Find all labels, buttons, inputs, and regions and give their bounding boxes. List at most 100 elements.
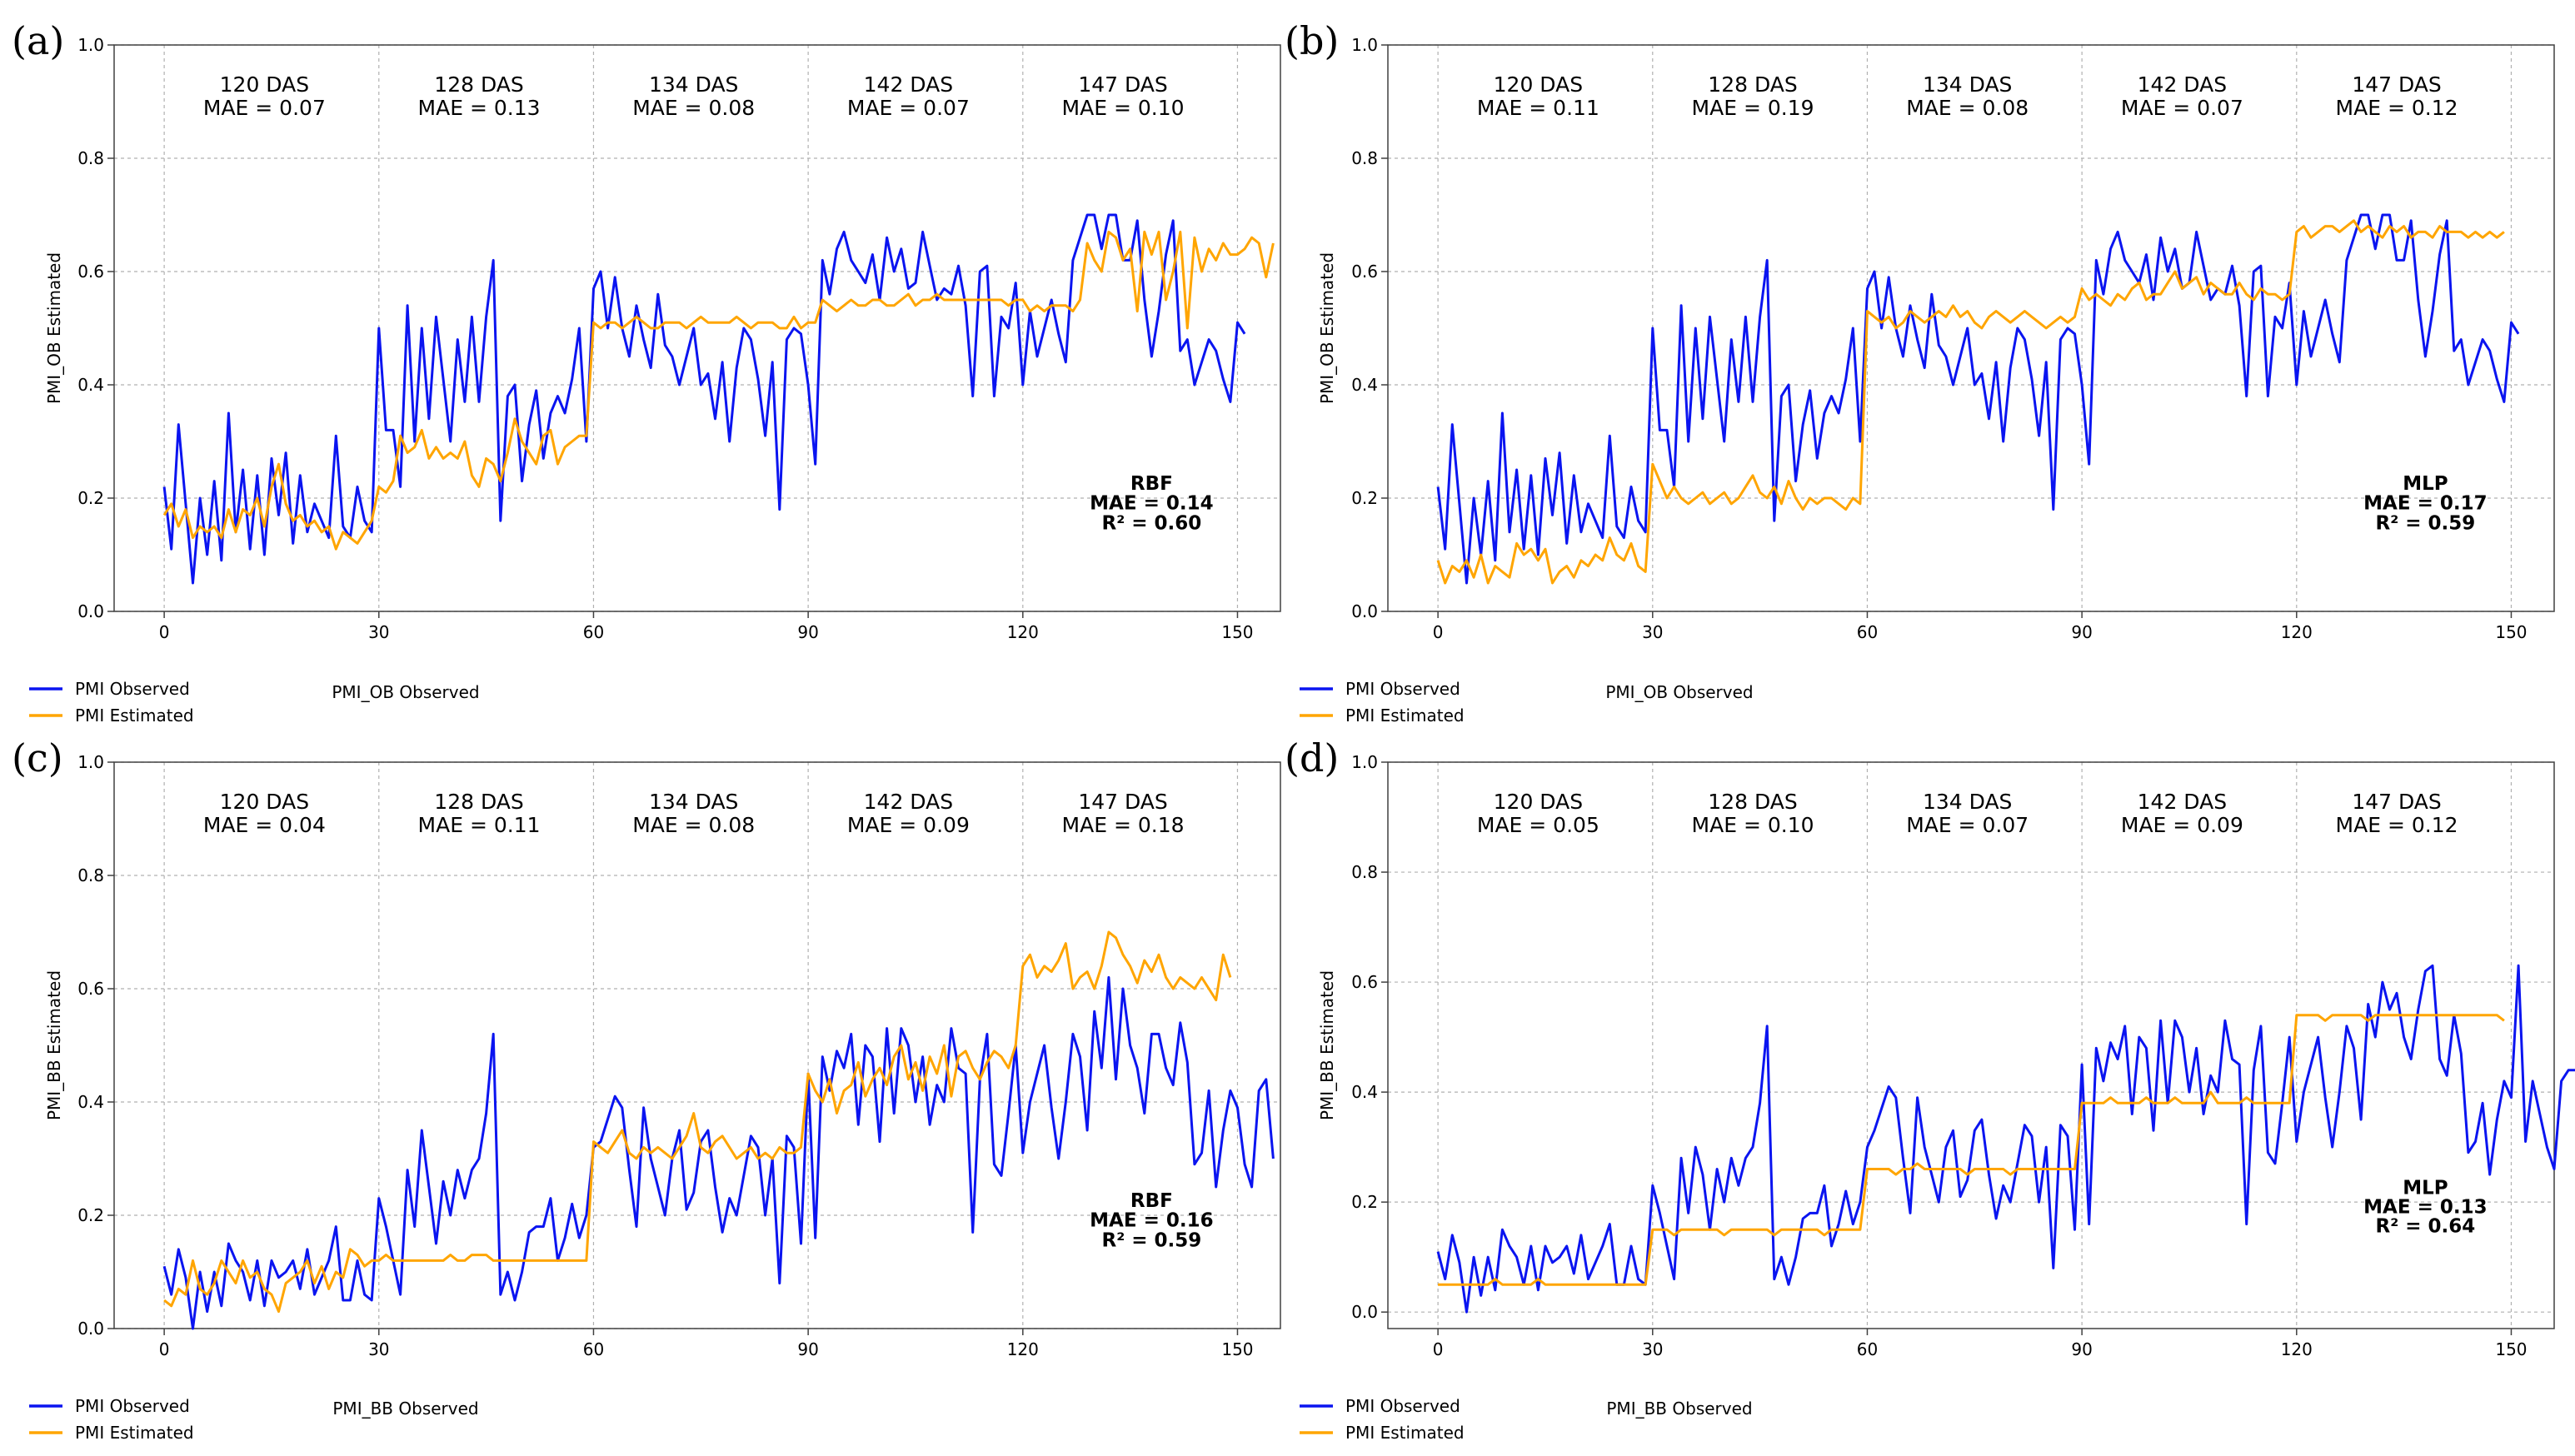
segment-das-label: 147 DAS bbox=[2352, 72, 2441, 97]
x-tick-label: 120 bbox=[1007, 622, 1039, 642]
segment-mae-label: MAE = 0.10 bbox=[1692, 813, 1814, 837]
x-tick-label: 30 bbox=[1642, 1339, 1663, 1359]
legend-label-estimated: PMI Estimated bbox=[75, 1423, 194, 1443]
plot-frame bbox=[1387, 44, 2555, 612]
x-tick-label: 120 bbox=[2281, 622, 2313, 642]
x-tick-label: 60 bbox=[583, 622, 604, 642]
x-tick-label: 90 bbox=[2071, 622, 2092, 642]
y-tick-label: 0.6 bbox=[77, 262, 104, 282]
panel-letter: (c) bbox=[12, 735, 63, 780]
x-tick-label: 150 bbox=[1221, 1339, 1253, 1359]
segment-das-label: 128 DAS bbox=[434, 790, 523, 814]
panel-letter: (d) bbox=[1285, 735, 1339, 780]
segment-mae-label: MAE = 0.19 bbox=[1692, 96, 1814, 120]
y-tick-label: 1.0 bbox=[1351, 35, 1378, 55]
model-name: MLP bbox=[2403, 473, 2448, 495]
segment-mae-label: MAE = 0.12 bbox=[2336, 813, 2458, 837]
x-tick-label: 0 bbox=[159, 622, 170, 642]
legend-label-observed: PMI Observed bbox=[75, 1396, 190, 1416]
segment-das-label: 147 DAS bbox=[1078, 790, 1167, 814]
legend-label-observed: PMI Observed bbox=[1345, 1396, 1460, 1416]
y-tick-label: 1.0 bbox=[77, 35, 104, 55]
legend-label-estimated: PMI Estimated bbox=[1345, 1423, 1465, 1443]
x-axis-label: PMI_OB Observed bbox=[1605, 682, 1753, 702]
y-axis-label: PMI_OB Estimated bbox=[44, 252, 64, 404]
segment-das-label: 142 DAS bbox=[2138, 790, 2227, 814]
model-name: RBF bbox=[1130, 473, 1173, 495]
y-tick-label: 0.2 bbox=[1351, 1192, 1378, 1212]
segment-mae-label: MAE = 0.07 bbox=[203, 96, 326, 120]
x-tick-label: 0 bbox=[159, 1339, 170, 1359]
series-line-observed bbox=[1436, 213, 2520, 585]
model-mae: MAE = 0.17 bbox=[2363, 493, 2487, 515]
segment-mae-label: MAE = 0.05 bbox=[1477, 813, 1599, 837]
segment-mae-label: MAE = 0.07 bbox=[2121, 96, 2243, 120]
chart-panel-b: (b) 0.0 0.2 0.4 0.6 0.8 1.0 0 30 60 90 120 150 120 DA… bbox=[1285, 18, 2555, 726]
chart-panel-c: (c) 0.0 0.2 0.4 0.6 0.8 1.0 0 30 60 90 120 150 120 DA… bbox=[12, 735, 1281, 1443]
plot-frame bbox=[1387, 761, 2555, 1329]
model-mae: MAE = 0.14 bbox=[1090, 493, 1213, 515]
plot-frame bbox=[113, 761, 1281, 1329]
y-tick-label: 0.0 bbox=[77, 601, 104, 621]
y-tick-label: 0.8 bbox=[77, 148, 104, 168]
segment-das-label: 142 DAS bbox=[864, 790, 953, 814]
segment-das-label: 134 DAS bbox=[1923, 72, 2012, 97]
y-tick-label: 0.6 bbox=[77, 979, 104, 999]
x-tick-label: 90 bbox=[2071, 1339, 2092, 1359]
segment-das-label: 134 DAS bbox=[649, 790, 738, 814]
model-r2: R² = 0.59 bbox=[1101, 1229, 1201, 1251]
y-axis-label: PMI_OB Estimated bbox=[1317, 252, 1337, 404]
legend-label-observed: PMI Observed bbox=[75, 679, 190, 699]
panel-letter: (b) bbox=[1285, 18, 1339, 63]
segment-mae-label: MAE = 0.11 bbox=[418, 813, 541, 837]
segment-mae-label: MAE = 0.12 bbox=[2336, 96, 2458, 120]
segment-das-label: 120 DAS bbox=[220, 790, 309, 814]
segment-das-label: 134 DAS bbox=[649, 72, 738, 97]
y-tick-label: 0.0 bbox=[1351, 601, 1378, 621]
x-tick-label: 150 bbox=[1221, 622, 1253, 642]
series-line-observed bbox=[162, 213, 1246, 585]
x-tick-label: 150 bbox=[2495, 622, 2527, 642]
x-tick-label: 0 bbox=[1433, 622, 1444, 642]
panel-letter: (a) bbox=[12, 18, 64, 63]
model-r2: R² = 0.60 bbox=[1101, 512, 1201, 534]
x-tick-label: 90 bbox=[797, 622, 818, 642]
chart-panel-d: (d) 0.0 0.2 0.4 0.6 0.8 1.0 0 30 60 90 120 150 120 DA… bbox=[1285, 735, 2575, 1443]
x-axis-label: PMI_OB Observed bbox=[332, 682, 479, 702]
x-tick-label: 120 bbox=[1007, 1339, 1039, 1359]
segment-mae-label: MAE = 0.08 bbox=[1906, 96, 2029, 120]
segment-das-label: 128 DAS bbox=[1708, 72, 1797, 97]
legend-label-estimated: PMI Estimated bbox=[1345, 706, 1465, 726]
y-tick-label: 0.2 bbox=[1351, 488, 1378, 508]
x-tick-label: 90 bbox=[797, 1339, 818, 1359]
x-tick-label: 120 bbox=[2281, 1339, 2313, 1359]
legend-label-observed: PMI Observed bbox=[1345, 679, 1460, 699]
segment-mae-label: MAE = 0.10 bbox=[1062, 96, 1185, 120]
segment-mae-label: MAE = 0.08 bbox=[632, 96, 755, 120]
model-mae: MAE = 0.13 bbox=[2363, 1196, 2487, 1218]
y-tick-label: 0.0 bbox=[77, 1319, 104, 1339]
x-tick-label: 60 bbox=[1857, 622, 1878, 642]
segment-das-label: 128 DAS bbox=[434, 72, 523, 97]
segment-das-label: 142 DAS bbox=[2138, 72, 2227, 97]
segment-mae-label: MAE = 0.13 bbox=[418, 96, 541, 120]
segment-mae-label: MAE = 0.07 bbox=[1906, 813, 2029, 837]
plot-frame bbox=[113, 44, 1281, 612]
model-name: MLP bbox=[2403, 1177, 2448, 1199]
segment-das-label: 120 DAS bbox=[1494, 72, 1583, 97]
y-axis-label: PMI_BB Estimated bbox=[44, 970, 64, 1120]
segment-das-label: 147 DAS bbox=[1078, 72, 1167, 97]
y-tick-label: 0.4 bbox=[1351, 375, 1378, 395]
segment-das-label: 120 DAS bbox=[220, 72, 309, 97]
x-tick-label: 30 bbox=[368, 622, 389, 642]
y-tick-label: 0.0 bbox=[1351, 1302, 1378, 1322]
segment-das-label: 120 DAS bbox=[1494, 790, 1583, 814]
segment-mae-label: MAE = 0.07 bbox=[847, 96, 970, 120]
segment-mae-label: MAE = 0.11 bbox=[1477, 96, 1599, 120]
segment-mae-label: MAE = 0.04 bbox=[203, 813, 326, 837]
segment-das-label: 142 DAS bbox=[864, 72, 953, 97]
segment-mae-label: MAE = 0.08 bbox=[632, 813, 755, 837]
series-line-estimated bbox=[1438, 1014, 2505, 1286]
y-tick-label: 1.0 bbox=[77, 752, 104, 772]
